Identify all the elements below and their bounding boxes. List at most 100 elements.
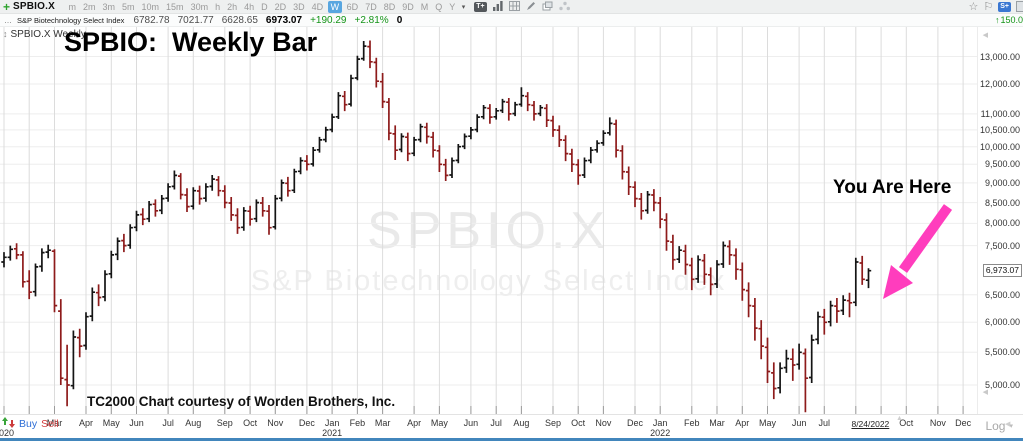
timeframe-Y[interactable]: Y — [449, 1, 456, 12]
timeframe-8D[interactable]: 8D — [383, 1, 396, 12]
x-axis-month-label: Nov — [267, 418, 284, 428]
up-arrow-icon: ↑ — [995, 15, 1000, 25]
x-axis-month-label: Jul — [490, 418, 502, 428]
y-axis-price-label: 5,500.00 — [984, 347, 1020, 358]
series-label-text: SPBIO.X Weekly — [10, 29, 86, 40]
timeframe-h[interactable]: h — [215, 1, 221, 12]
timeframe-W[interactable]: W — [327, 0, 343, 13]
x-axis-month-label: Jul — [818, 418, 831, 428]
y-axis-price-label: 6,500.00 — [984, 289, 1020, 300]
price-axis[interactable]: ◀ ◀ 13,000.00 12,000.00 11,000.00 10,500.00… — [977, 27, 1023, 414]
trade-buttons: Buy Sell — [2, 417, 59, 431]
timeframe-m[interactable]: m — [68, 1, 76, 12]
layers-compare-icon[interactable] — [542, 1, 553, 13]
pencil-draw-icon[interactable] — [526, 1, 536, 13]
buy-button[interactable]: Buy — [19, 418, 38, 430]
timeframe-15m[interactable]: 15m — [166, 1, 184, 12]
axis-scroll-arrow-icon[interactable]: ◀ — [982, 32, 988, 39]
axis-scroll-arrow-icon[interactable]: ◀ — [1005, 421, 1011, 428]
x-axis-month-label: Jul — [162, 418, 174, 428]
timeframe-7D[interactable]: 7D — [365, 1, 377, 12]
y-axis-price-label: 7,500.00 — [984, 240, 1020, 251]
y-axis-price-label: 6,000.00 — [984, 317, 1020, 328]
add-symbol-icon[interactable]: + — [3, 0, 11, 14]
timeframe-4h[interactable]: 4h — [244, 1, 255, 12]
window-controls: ☆ ⚐ S+ — [968, 1, 1023, 13]
timeframe-Q[interactable]: Q — [435, 1, 443, 12]
x-axis-month-label: Dec — [626, 418, 643, 428]
scale-label: Log — [985, 419, 1006, 433]
quote-last: 6973.07 — [265, 14, 303, 26]
y-axis-price-label: 10,000.00 — [979, 141, 1020, 152]
star-icon[interactable]: ☆ — [968, 0, 979, 13]
timeframe-dropdown-icon[interactable]: ▾ — [461, 3, 466, 11]
s-plus-badge-icon[interactable]: S+ — [998, 1, 1011, 12]
x-axis-month-label: Oct — [899, 418, 914, 428]
timeframe-9D[interactable]: 9D — [402, 1, 414, 12]
chart-series-label[interactable]: ↕ SPBIO.X Weekly — [3, 29, 86, 40]
x-axis-year-label: 2021 — [322, 428, 343, 438]
sell-button[interactable]: Sell — [41, 418, 59, 430]
y-axis-price-label: 8,000.00 — [984, 218, 1020, 229]
y-axis-price-label: 13,000.00 — [979, 51, 1020, 62]
x-axis-month-label: May — [758, 418, 776, 428]
timeframe-4D[interactable]: 4D — [311, 1, 324, 12]
timeframe-10m[interactable]: 10m — [141, 1, 160, 12]
x-axis-month-label: Apr — [78, 418, 93, 428]
quote-high: 7021.77 — [177, 14, 214, 26]
overflow-ellipsis[interactable]: … — [4, 15, 12, 25]
quote-volume: 0 — [396, 14, 403, 26]
down-bars-path — [13, 40, 865, 413]
x-axis-month-label: Apr — [735, 418, 750, 428]
x-axis-month-label: Dec — [955, 418, 972, 428]
timeframe-3D[interactable]: 3D — [293, 1, 305, 12]
cursor-date-label[interactable]: 8/24/2022 — [851, 419, 890, 429]
quote-change-pct: +2.81% — [354, 14, 389, 26]
x-axis-month-label: Aug — [185, 418, 202, 428]
scale-caret-icon: ▾ — [1009, 423, 1013, 430]
timeframe-M[interactable]: M — [420, 1, 429, 12]
x-axis-month-label: Apr — [407, 418, 422, 428]
axis-scroll-arrow-icon[interactable]: ◀ — [982, 389, 988, 396]
timeframe-2D[interactable]: 2D — [274, 1, 287, 12]
x-axis-month-label: Jun — [463, 418, 479, 428]
timeframe-30m[interactable]: 30m — [190, 1, 209, 12]
x-axis-month-label: Oct — [243, 418, 258, 428]
x-axis-month-label: Jun — [129, 418, 144, 428]
x-axis-month-label: Sep — [544, 418, 561, 428]
timeframe-5m[interactable]: 5m — [122, 1, 135, 12]
watermark-index-name: S&P Biotechnology Select Index — [250, 265, 727, 297]
chart-area[interactable]: SPBIO.X S&P Biotechnology Select Index ↕… — [0, 27, 977, 414]
grid-layout-icon[interactable] — [508, 0, 520, 13]
chart-toolbar: + SPBIO.X m 2m 3m 5m 10m 15m 30m h 2h 4h D 2D 3D 4D W 6… — [0, 0, 1023, 14]
x-axis-month-label: Sep — [216, 418, 233, 428]
timeframe-2h[interactable]: 2h — [227, 1, 238, 12]
y-axis-price-label: 11,000.00 — [980, 108, 1020, 119]
flag-icon[interactable]: ⚐ — [983, 0, 994, 13]
timeframe-3m[interactable]: 3m — [102, 1, 116, 12]
trade-arrows-icon — [2, 417, 15, 431]
scale-selector[interactable]: Log ▾ — [985, 419, 1013, 433]
x-axis-month-label: Aug — [513, 418, 530, 428]
x-axis-year-label: 2020 — [0, 428, 15, 438]
x-axis-month-label: Jan — [652, 418, 668, 428]
x-axis-month-label: May — [102, 418, 120, 428]
up-down-arrows-icon: ↕ — [3, 29, 8, 39]
x-axis-month-label: Mar — [46, 418, 63, 428]
y-axis-price-label: 5,000.00 — [984, 380, 1020, 390]
volume-bars-icon[interactable] — [492, 0, 503, 13]
y-axis-price-label: 12,000.00 — [979, 79, 1020, 89]
timeframe-6D[interactable]: 6D — [346, 1, 359, 12]
timeframe-D[interactable]: D — [261, 1, 268, 12]
time-axis[interactable]: Buy Sell ▲ ◀ Log▾ 2020 Mar Apr May Jun Jul Aug… — [0, 414, 1023, 439]
x-axis-month-label: Nov — [595, 418, 612, 428]
timeframe-2m[interactable]: 2m — [82, 1, 96, 12]
x-axis-month-label: Dec — [298, 418, 315, 428]
watermark: SPBIO.X S&P Biotechnology Select Index — [0, 203, 977, 303]
share-dots-icon[interactable] — [558, 1, 570, 13]
x-axis-month-label: Mar — [374, 418, 391, 428]
indicators-t-plus-icon[interactable]: T+ — [474, 1, 487, 12]
symbol-title[interactable]: SPBIO.X — [13, 1, 55, 12]
quote-row: … S&P Biotechnology Select Index 6782.78… — [0, 14, 1023, 27]
